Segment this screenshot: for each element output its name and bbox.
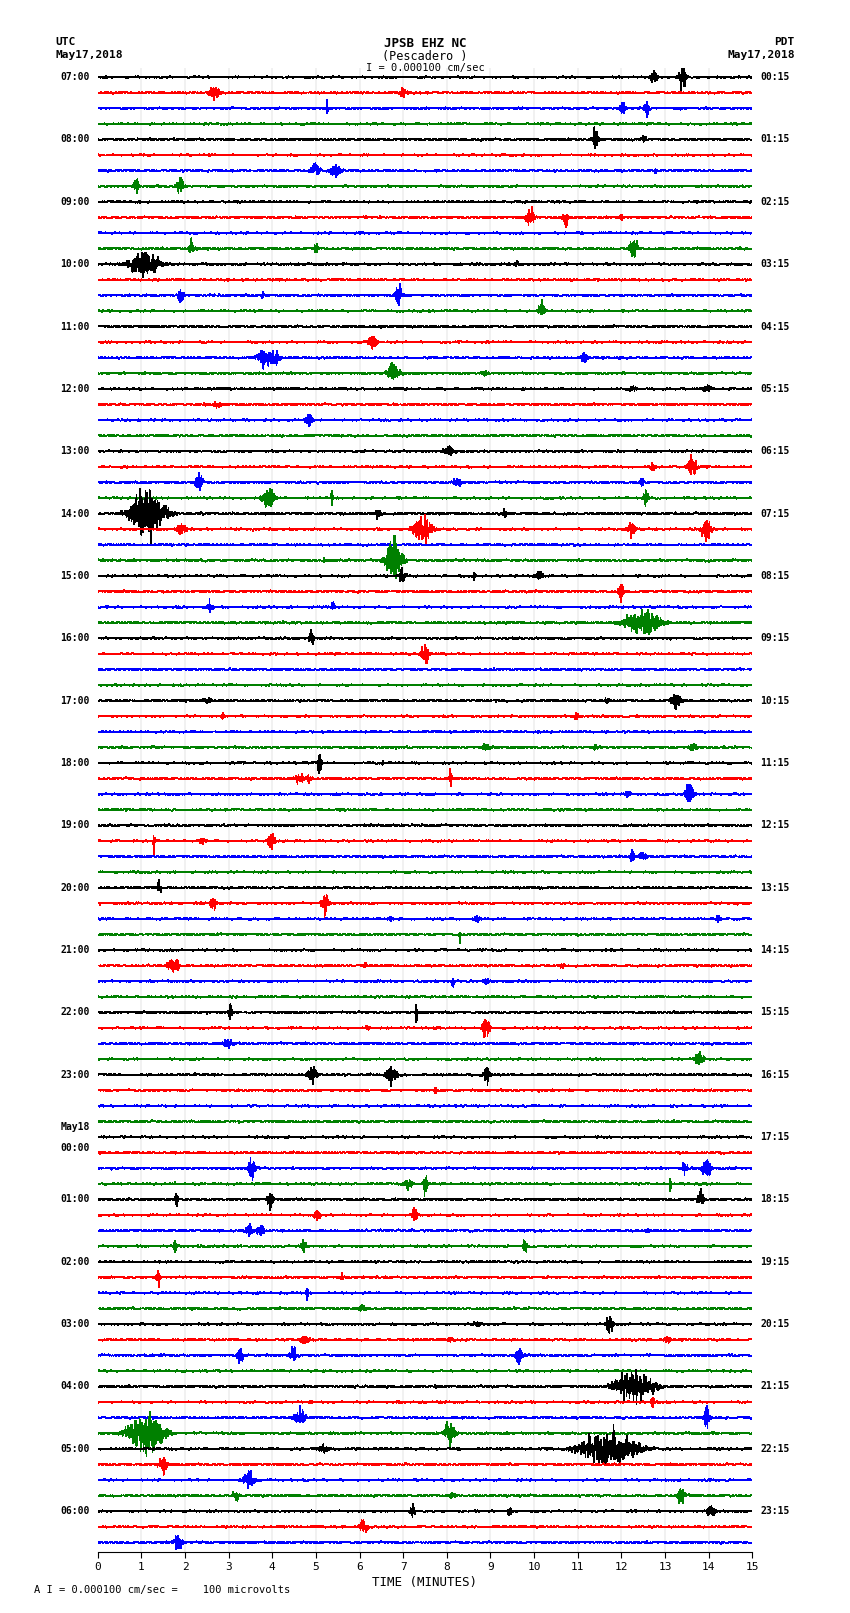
Text: 04:00: 04:00 xyxy=(60,1381,90,1392)
Text: JPSB EHZ NC: JPSB EHZ NC xyxy=(383,37,467,50)
Text: 00:00: 00:00 xyxy=(60,1142,90,1153)
Text: 17:15: 17:15 xyxy=(760,1132,790,1142)
Text: 23:15: 23:15 xyxy=(760,1507,790,1516)
Text: 18:15: 18:15 xyxy=(760,1194,790,1205)
Text: 05:00: 05:00 xyxy=(60,1444,90,1453)
Text: 09:15: 09:15 xyxy=(760,634,790,644)
Text: May17,2018: May17,2018 xyxy=(728,50,795,60)
Text: 21:15: 21:15 xyxy=(760,1381,790,1392)
Text: 20:00: 20:00 xyxy=(60,882,90,892)
Text: 08:15: 08:15 xyxy=(760,571,790,581)
X-axis label: TIME (MINUTES): TIME (MINUTES) xyxy=(372,1576,478,1589)
Text: 21:00: 21:00 xyxy=(60,945,90,955)
Text: 02:00: 02:00 xyxy=(60,1257,90,1266)
Text: 15:00: 15:00 xyxy=(60,571,90,581)
Text: 16:00: 16:00 xyxy=(60,634,90,644)
Text: 03:15: 03:15 xyxy=(760,260,790,269)
Text: 05:15: 05:15 xyxy=(760,384,790,394)
Text: 04:15: 04:15 xyxy=(760,321,790,332)
Text: 18:00: 18:00 xyxy=(60,758,90,768)
Text: PDT: PDT xyxy=(774,37,795,47)
Text: 01:00: 01:00 xyxy=(60,1194,90,1205)
Text: 20:15: 20:15 xyxy=(760,1319,790,1329)
Text: 16:15: 16:15 xyxy=(760,1069,790,1079)
Text: 17:00: 17:00 xyxy=(60,695,90,705)
Text: 10:00: 10:00 xyxy=(60,260,90,269)
Text: 09:00: 09:00 xyxy=(60,197,90,206)
Text: 06:15: 06:15 xyxy=(760,447,790,456)
Text: 13:15: 13:15 xyxy=(760,882,790,892)
Text: 03:00: 03:00 xyxy=(60,1319,90,1329)
Text: 00:15: 00:15 xyxy=(760,73,790,82)
Text: 12:15: 12:15 xyxy=(760,821,790,831)
Text: 14:00: 14:00 xyxy=(60,508,90,518)
Text: A I = 0.000100 cm/sec =    100 microvolts: A I = 0.000100 cm/sec = 100 microvolts xyxy=(34,1586,290,1595)
Text: 22:00: 22:00 xyxy=(60,1008,90,1018)
Text: 14:15: 14:15 xyxy=(760,945,790,955)
Text: May18: May18 xyxy=(60,1121,90,1132)
Text: 11:15: 11:15 xyxy=(760,758,790,768)
Text: (Pescadero ): (Pescadero ) xyxy=(382,50,468,63)
Text: 10:15: 10:15 xyxy=(760,695,790,705)
Text: 02:15: 02:15 xyxy=(760,197,790,206)
Text: I = 0.000100 cm/sec: I = 0.000100 cm/sec xyxy=(366,63,484,73)
Text: May17,2018: May17,2018 xyxy=(55,50,122,60)
Text: 11:00: 11:00 xyxy=(60,321,90,332)
Text: 08:00: 08:00 xyxy=(60,134,90,145)
Text: 01:15: 01:15 xyxy=(760,134,790,145)
Text: 07:00: 07:00 xyxy=(60,73,90,82)
Text: 12:00: 12:00 xyxy=(60,384,90,394)
Text: 06:00: 06:00 xyxy=(60,1507,90,1516)
Text: 19:15: 19:15 xyxy=(760,1257,790,1266)
Text: 22:15: 22:15 xyxy=(760,1444,790,1453)
Text: 07:15: 07:15 xyxy=(760,508,790,518)
Text: 15:15: 15:15 xyxy=(760,1008,790,1018)
Text: 19:00: 19:00 xyxy=(60,821,90,831)
Text: UTC: UTC xyxy=(55,37,76,47)
Text: 23:00: 23:00 xyxy=(60,1069,90,1079)
Text: 13:00: 13:00 xyxy=(60,447,90,456)
